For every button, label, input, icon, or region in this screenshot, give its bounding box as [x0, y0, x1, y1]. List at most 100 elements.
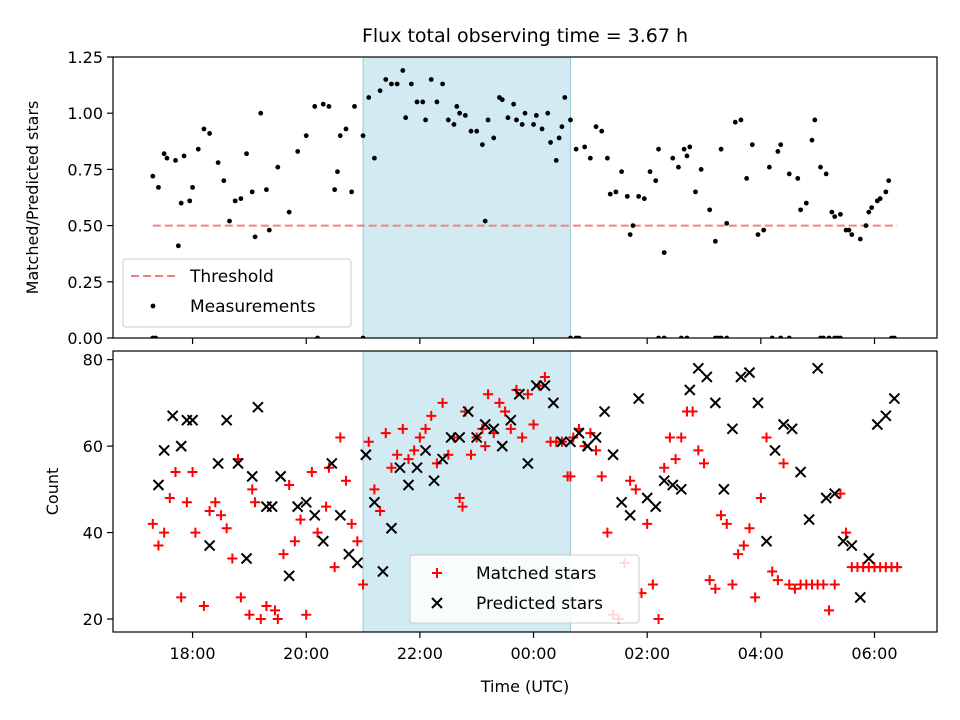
measurement-point: [232, 198, 238, 204]
measurement-point: [599, 128, 605, 134]
measurement-point: [238, 196, 244, 202]
measurement-point: [755, 232, 761, 237]
predicted-point: [539, 379, 551, 392]
predicted-point: [794, 466, 807, 478]
matched-point: [198, 601, 209, 612]
measurement-point: [445, 117, 451, 123]
matched-point: [565, 471, 576, 482]
measurement-point: [749, 142, 755, 148]
predicted-point: [266, 500, 278, 513]
measurement-point: [829, 209, 835, 215]
measurement-point: [403, 115, 409, 121]
matched-point: [721, 518, 732, 529]
measurement-point: [227, 218, 232, 224]
measurement-point: [818, 164, 823, 170]
measurement-point: [766, 164, 772, 170]
matched-point: [750, 592, 761, 603]
measurement-point: [383, 77, 389, 82]
measurement-point: [562, 95, 568, 100]
matched-point: [466, 449, 477, 460]
matched-point: [676, 432, 687, 443]
measurement-point: [718, 146, 724, 152]
measurement-point: [656, 146, 661, 152]
predicted-point: [309, 509, 321, 521]
predicted-point: [573, 427, 585, 439]
matched-point: [835, 488, 846, 499]
predicted-point: [769, 444, 781, 457]
measurement-point: [352, 104, 357, 109]
measurement-point: [886, 178, 892, 184]
measurement-point: [514, 117, 519, 123]
ratio-panel: 0.00 0.25 0.50 0.75 1.00 1.25 Matched/Predicte…: [23, 48, 938, 348]
measurement-point: [468, 128, 474, 134]
measurement-point: [519, 122, 525, 127]
measurement-point: [343, 126, 349, 132]
legend-predicted-label: Predicted stars: [476, 594, 603, 614]
matched-point: [397, 423, 408, 434]
predicted-point: [453, 431, 466, 444]
measurement-point: [568, 117, 573, 123]
legend-measurement-swatch: [150, 303, 156, 309]
matched-point: [426, 410, 437, 421]
x-tick-label: 18:00: [170, 644, 216, 663]
matched-point: [261, 601, 272, 612]
matched-point: [824, 605, 835, 616]
predicted-point: [846, 539, 858, 552]
matched-point: [829, 579, 840, 590]
predicted-point: [888, 392, 901, 405]
count-panel: 20 40 60 80 18:00 20:00 22:00 00:00 02:00 04:00 06…: [43, 350, 938, 696]
predicted-point: [334, 509, 347, 521]
y-tick-label: 60: [83, 437, 103, 456]
matched-point: [340, 475, 351, 486]
matched-point: [505, 423, 516, 434]
predicted-point: [709, 397, 722, 409]
x-tick-label: 22:00: [397, 644, 443, 663]
matched-point: [585, 428, 596, 439]
matched-point: [190, 527, 201, 538]
measurement-point: [724, 220, 730, 226]
legend-threshold-label: Threshold: [189, 267, 274, 287]
matched-point: [630, 484, 641, 495]
matched-point: [841, 527, 852, 538]
predicted-point: [166, 410, 179, 422]
measurement-point: [744, 175, 750, 181]
matched-point: [250, 497, 261, 508]
measurement-point: [698, 167, 704, 172]
measurement-point: [451, 122, 457, 127]
measurement-point: [400, 68, 406, 73]
predicted-point: [522, 457, 534, 470]
legend-box: [409, 554, 640, 624]
matched-point: [687, 406, 698, 417]
predicted-point: [854, 591, 866, 604]
measurement-point: [264, 187, 269, 193]
predicted-point: [368, 496, 381, 509]
predicted-point: [274, 470, 287, 483]
predicted-point: [786, 423, 798, 435]
measurement-point: [857, 236, 863, 242]
predicted-point: [283, 570, 295, 582]
measurement-point: [619, 169, 625, 175]
predicted-point: [811, 362, 824, 374]
measurement-point: [275, 164, 281, 170]
matched-point: [164, 492, 175, 503]
matched-point: [289, 536, 300, 547]
measurement-point: [312, 104, 318, 109]
predicted-point: [658, 474, 670, 487]
matched-point: [235, 592, 246, 603]
matched-point: [670, 454, 681, 465]
predicted-point: [880, 410, 892, 422]
measurement-point: [803, 200, 809, 206]
measurement-point: [883, 189, 889, 195]
measurement-point: [732, 119, 738, 125]
matched-point: [272, 614, 283, 625]
matched-point: [642, 518, 653, 529]
measurement-point: [335, 169, 340, 175]
measurement-point: [462, 113, 468, 118]
measurement-point: [613, 189, 619, 195]
x-tick-label: 02:00: [624, 644, 670, 663]
matched-point: [437, 397, 448, 408]
matched-point: [323, 462, 334, 473]
matched-point: [221, 523, 232, 534]
measurement-point: [775, 149, 781, 154]
